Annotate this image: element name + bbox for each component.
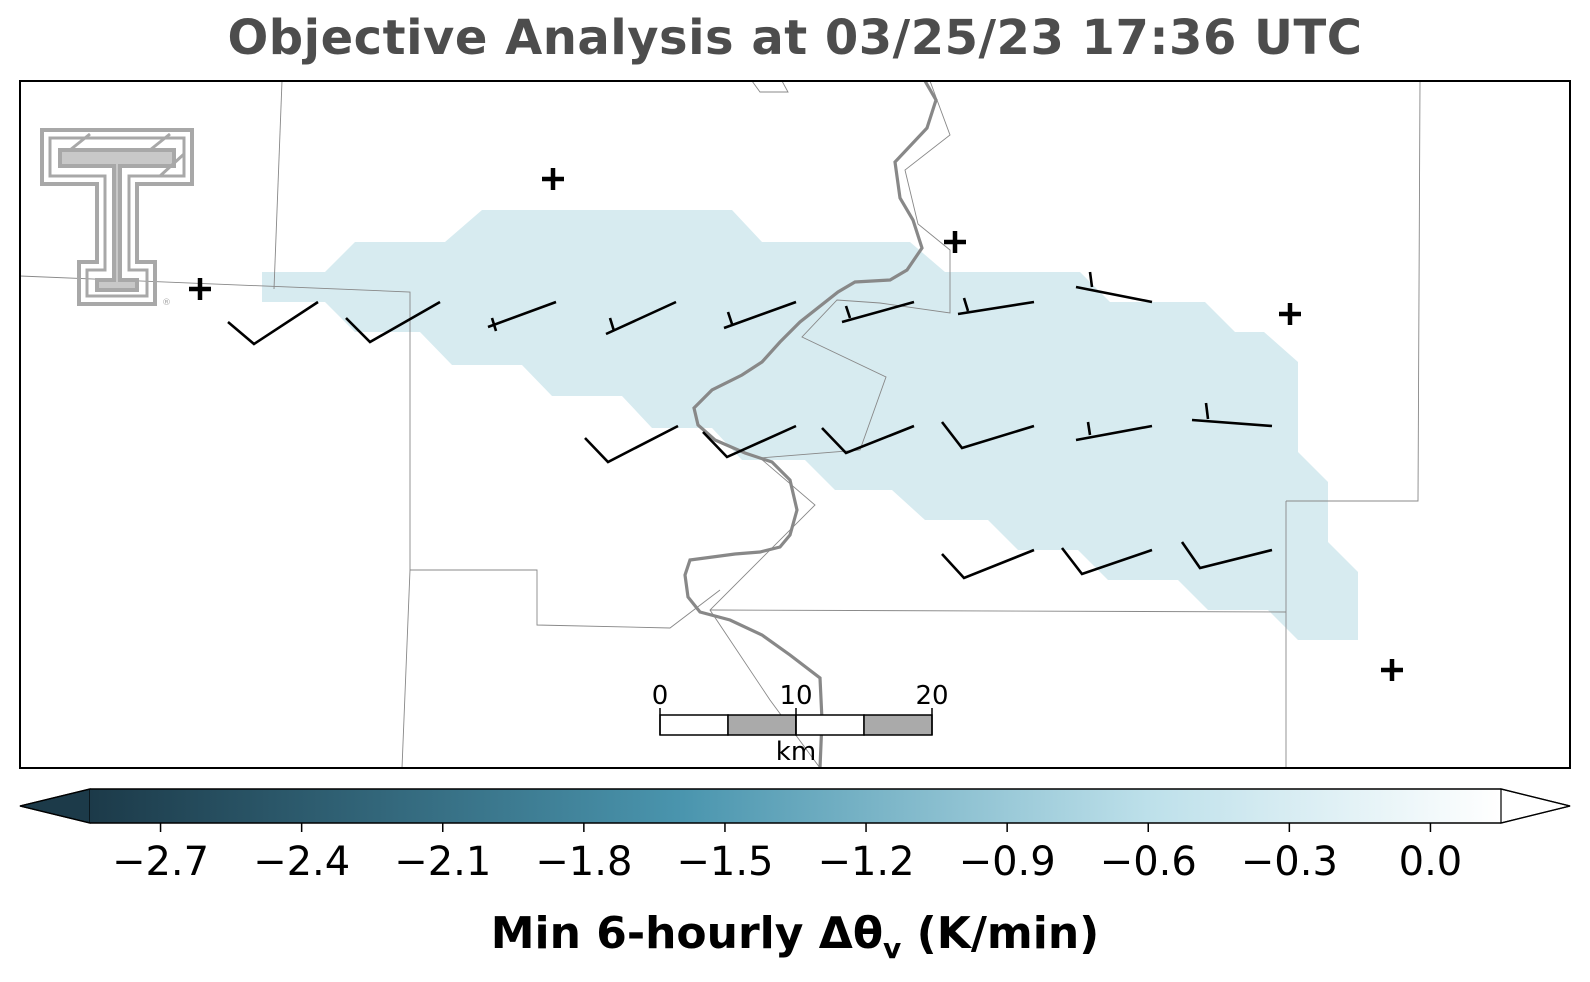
station-marker [1381,659,1403,681]
chart-title: Objective Analysis at 03/25/23 17:36 UTC [227,10,1363,66]
scale-seg-3 [795,714,865,736]
scale-seg-1 [659,714,729,736]
colorbar-extend-low [19,788,91,824]
wind-barb [1075,421,1153,442]
wind-barb [841,300,915,324]
colorbar-body [90,789,1501,823]
wind-barb [345,300,441,344]
colorbar-tick-label: −2.7 [112,839,209,885]
colorbar-ticks: −2.7 −2.4 −2.1 −1.8 −1.5 −1.2 −0.9 −0.6 −0.3 0.0 [112,823,1462,885]
colorbar-tick-label: −0.3 [1241,839,1338,885]
wind-barb [584,424,679,464]
scale-tick-10: 10 [779,681,812,711]
colorbar-tick-label: −1.5 [676,839,773,885]
wind-barbs [227,271,1273,580]
wind-barb [227,300,319,346]
scale-tick-0: 0 [652,681,669,711]
wind-barb [821,424,915,455]
colorbar: −2.7 −2.4 −2.1 −1.8 −1.5 −1.2 −0.9 −0.6 −0.3 0.0 [19,788,1571,885]
county-boundaries [20,81,1421,768]
colorbar-tick-label: −2.4 [253,839,350,885]
colorbar-tick-label: 0.0 [1399,839,1463,885]
colorbar-label-main: Min 6-hourly Δθ [490,908,884,959]
colorbar-extend-high [1500,788,1571,824]
river [683,81,938,768]
wind-barb [1060,547,1153,576]
wind-barb [941,548,1035,580]
colorbar-tick-label: −0.9 [959,839,1056,885]
wind-barb [723,300,797,330]
station-marker [542,168,564,190]
texas-tech-double-t-logo: ® [40,128,194,308]
svg-text:®: ® [162,298,171,308]
colorbar-tick-label: −0.6 [1100,839,1197,885]
colorbar-tick-label: −1.2 [817,839,914,885]
colorbar-label: Min 6-hourly Δθv (K/min) [0,908,1590,965]
colorbar-tick-label: −2.1 [394,839,491,885]
scale-bar: 0 10 20 km [652,681,949,767]
station-marker [1279,303,1301,325]
colorbar-label-sub: v [883,931,902,965]
wind-barb [702,424,797,459]
map-panel: 0 10 20 km ® [19,80,1571,769]
wind-barb [940,421,1035,450]
wind-barb [1180,541,1273,570]
wind-barb [1191,402,1273,428]
wind-barb [487,300,557,332]
station-markers [189,168,1403,681]
scale-seg-4 [863,714,933,736]
scale-seg-2 [727,714,797,736]
wind-barb [1075,271,1153,304]
station-marker [189,278,211,300]
map-frame [19,80,1571,769]
station-marker [944,231,966,253]
colorbar-label-unit: (K/min) [901,908,1100,959]
wind-barb [605,300,677,336]
analysis-shading [262,210,1358,640]
scale-tick-20: 20 [915,681,948,711]
scale-unit: km [776,737,816,767]
wind-barb [957,297,1035,316]
colorbar-tick-label: −1.8 [535,839,632,885]
